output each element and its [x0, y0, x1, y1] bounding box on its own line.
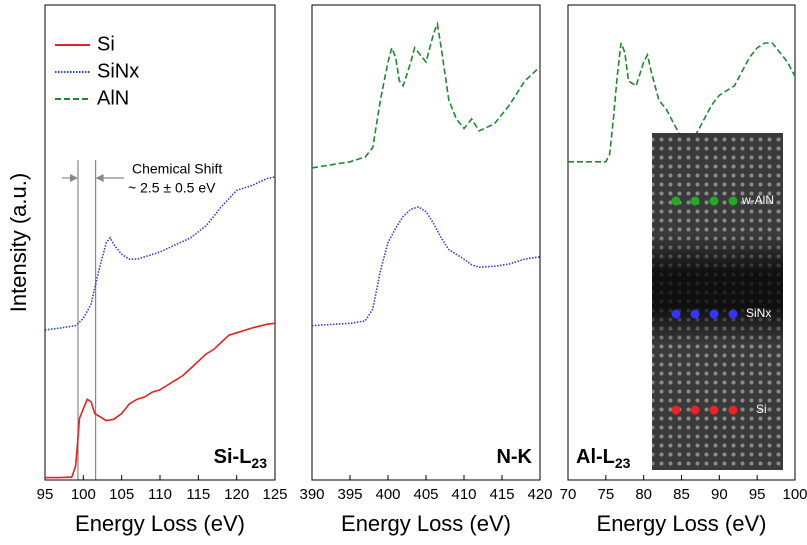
inset-image: w-AlN SiNx Si	[652, 133, 783, 470]
annotation-title: Chemical Shift	[132, 161, 222, 177]
x-tick-label: 125	[262, 486, 287, 503]
x-tick-label: 95	[749, 486, 766, 503]
x-tick-label: 405	[413, 486, 438, 503]
plot-frame	[311, 4, 541, 481]
panel-label: Al-L23	[576, 446, 631, 470]
panel-label-sub: 23	[615, 455, 631, 471]
x-tick-label: 105	[109, 486, 134, 503]
x-tick-label: 110	[148, 486, 172, 503]
chemical-shift-annotation	[62, 160, 124, 480]
x-tick-label: 70	[560, 486, 577, 503]
legend-label: AlN	[97, 87, 129, 109]
x-tick-label: 395	[337, 486, 362, 503]
legend-label: SiNx	[97, 60, 139, 82]
x-axis-label: Energy Loss (eV)	[597, 511, 767, 536]
x-tick-label: 410	[451, 486, 476, 503]
inset-label: SiNx	[746, 306, 771, 320]
x-tick-label: 80	[635, 486, 652, 503]
x-tick-label: 115	[186, 486, 210, 503]
spectrum-line	[45, 322, 276, 479]
plot-frame	[44, 4, 276, 481]
x-tick-label: 95	[37, 486, 54, 503]
inset-label: w-AlN	[741, 193, 774, 207]
x-tick-label: 390	[299, 486, 324, 503]
inset-label: Si	[756, 402, 767, 416]
x-axis-label: Energy Loss (eV)	[341, 511, 511, 536]
y-axis-label: Intensity (a.u.)	[6, 173, 31, 312]
x-tick-label: 100	[782, 486, 807, 503]
legend-label: Si	[97, 33, 115, 55]
spectrum-line	[44, 176, 276, 331]
x-tick-label: 100	[71, 486, 96, 503]
panel-label: Si-L23	[214, 446, 268, 470]
panel-label-sub: 23	[251, 455, 267, 471]
x-tick-label: 90	[711, 486, 728, 503]
panel-label-text: Al-L	[576, 446, 615, 468]
x-axis-label: Energy Loss (eV)	[75, 511, 245, 536]
x-tick-label: 120	[224, 486, 249, 503]
panel-label-text: Si-L	[214, 446, 252, 468]
spectrum-line	[311, 21, 541, 169]
x-tick-label: 420	[527, 486, 552, 503]
x-tick-label: 75	[597, 486, 614, 503]
spectrum-line	[311, 206, 541, 327]
panel-label-text: N-K	[496, 446, 532, 468]
panel-label: N-K	[496, 446, 532, 468]
x-tick-label: 415	[489, 486, 514, 503]
annotation-text: ~ 2.5 ± 0.5 eV	[128, 180, 216, 196]
x-tick-label: 85	[673, 486, 690, 503]
spectrum-line	[568, 42, 796, 163]
x-tick-label: 400	[375, 486, 400, 503]
